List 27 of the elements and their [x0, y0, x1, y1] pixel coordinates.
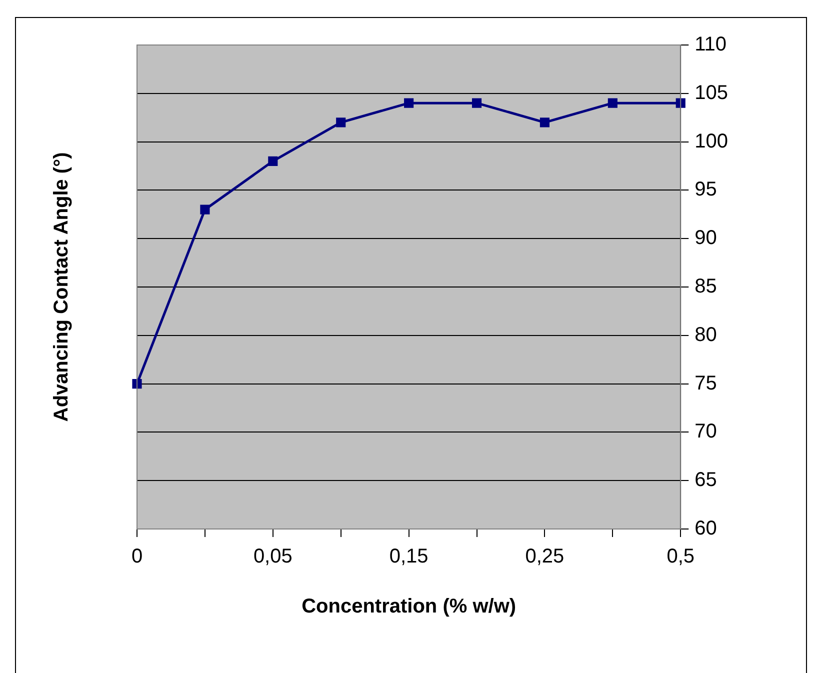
y-tick-label: 90 — [694, 227, 717, 250]
y-tick-label: 105 — [694, 82, 728, 104]
point — [404, 98, 414, 108]
x-tick-label: 0,05 — [253, 546, 292, 568]
y-tick-label: 65 — [694, 469, 717, 492]
y-tick-label: 85 — [694, 276, 717, 298]
x-axis-title: Concentration (% w/w) — [302, 596, 516, 618]
y-tick-label: 75 — [694, 372, 717, 394]
point — [540, 118, 550, 128]
x-tick-label: 0 — [131, 546, 143, 568]
y-tick-label: 70 — [694, 420, 717, 443]
point — [200, 204, 210, 214]
x-tick-label: 0,15 — [389, 546, 428, 568]
y-axis-title: Advancing Contact Angle (°) — [50, 152, 73, 422]
point — [132, 379, 142, 389]
point — [336, 118, 346, 128]
y-tick-label: 110 — [694, 34, 727, 56]
point — [676, 98, 686, 108]
y-tick-label: 95 — [694, 178, 717, 201]
y-tick-label: 60 — [694, 518, 717, 540]
point — [608, 98, 618, 108]
point — [472, 98, 482, 108]
y-tick-label: 100 — [694, 130, 728, 152]
point — [268, 156, 278, 166]
x-tick-label: 0,5 — [666, 546, 695, 568]
y-tick-label: 80 — [694, 324, 717, 346]
x-tick-label: 0,25 — [525, 546, 564, 568]
